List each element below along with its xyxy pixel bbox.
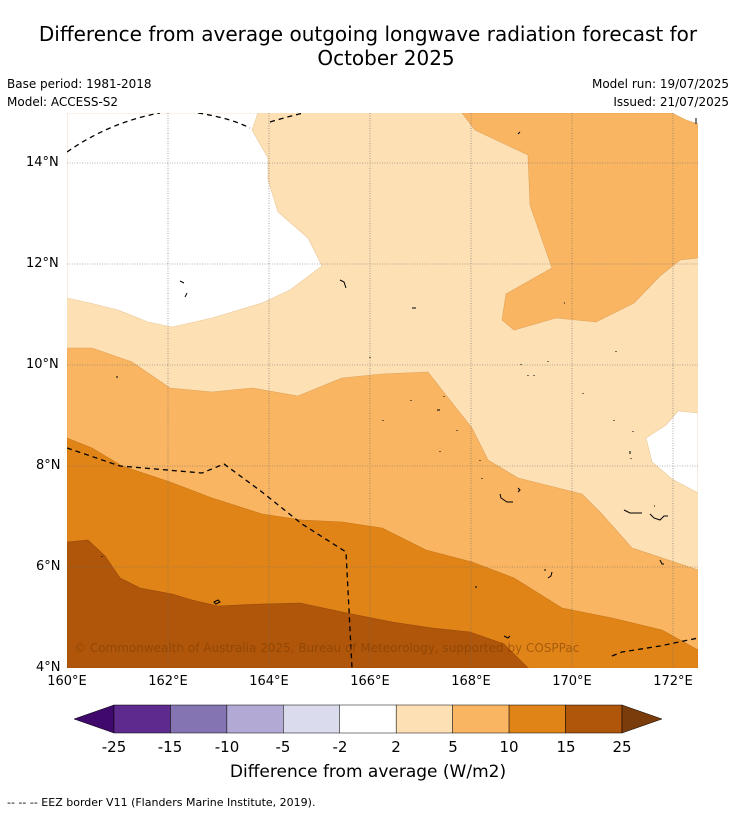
lat-tick-6: 6°N	[36, 559, 61, 574]
colorbar-tick: 10	[499, 738, 519, 756]
colorbar-box	[113, 704, 171, 734]
graticule	[67, 113, 698, 668]
region-neutral-northeast	[672, 113, 698, 124]
colorbar	[73, 704, 663, 734]
lat-tick-14: 14°N	[26, 155, 59, 170]
map-area	[67, 113, 698, 668]
lon-tick-166: 166°E	[350, 674, 390, 689]
colorbar-label: Difference from average (W/m2)	[229, 762, 507, 782]
colorbar-box	[452, 704, 510, 734]
colorbar-box	[170, 704, 228, 734]
lat-tick-10: 10°N	[26, 357, 59, 372]
colorbar-tick: 25	[612, 738, 632, 756]
region-15-to-25	[67, 539, 529, 668]
lon-tick-160: 160°E	[47, 674, 87, 689]
colorbar-tick: -25	[101, 738, 127, 756]
colorbar-extend-low	[73, 704, 115, 734]
issued-date: Issued: 21/07/2025	[613, 95, 729, 109]
colorbar-box	[395, 704, 453, 734]
chart-title: Difference from average outgoing longwav…	[0, 22, 736, 70]
colorbar-boxes	[113, 704, 623, 734]
colorbar-box	[283, 704, 341, 734]
colorbar-tick: 5	[448, 738, 458, 756]
lon-tick-168: 168°E	[451, 674, 491, 689]
colorbar-tick: -15	[157, 738, 183, 756]
colorbar-box	[339, 704, 397, 734]
meta-right: Model run: 19/07/2025 Issued: 21/07/2025	[592, 75, 729, 111]
model-name: Model: ACCESS-S2	[7, 95, 119, 109]
lat-tick-12: 12°N	[26, 256, 59, 271]
title-line-2: October 2025	[317, 46, 455, 70]
region-neutral-east	[645, 410, 698, 494]
region-neutral-northwest	[67, 113, 323, 328]
lat-tick-4: 4°N	[36, 660, 61, 675]
colorbar-box	[226, 704, 284, 734]
colorbar-tick: 15	[556, 738, 576, 756]
model-run: Model run: 19/07/2025	[591, 77, 729, 91]
title-line-1: Difference from average outgoing longwav…	[38, 22, 698, 46]
colorbar-tick: -2	[332, 738, 348, 756]
colorbar-box	[508, 704, 566, 734]
eez-borders	[67, 113, 698, 668]
islands	[101, 118, 697, 639]
lat-tick-8: 8°N	[36, 458, 61, 473]
colorbar-tick: -10	[214, 738, 240, 756]
meta-left: Base period: 1981-2018 Model: ACCESS-S2	[7, 75, 152, 111]
footnote: -- -- -- EEZ border V11 (Flanders Marine…	[7, 796, 316, 809]
lon-tick-172: 172°E	[653, 674, 693, 689]
lon-tick-170: 170°E	[552, 674, 592, 689]
colorbar-tick: -5	[275, 738, 291, 756]
base-period: Base period: 1981-2018	[7, 77, 152, 91]
colorbar-extend-high	[621, 704, 663, 734]
colorbar-box	[565, 704, 623, 734]
colorbar-tick: 2	[391, 738, 401, 756]
lon-tick-164: 164°E	[249, 674, 289, 689]
lon-tick-162: 162°E	[148, 674, 188, 689]
copyright-notice: © Commonwealth of Australia 2025, Bureau…	[74, 641, 580, 655]
